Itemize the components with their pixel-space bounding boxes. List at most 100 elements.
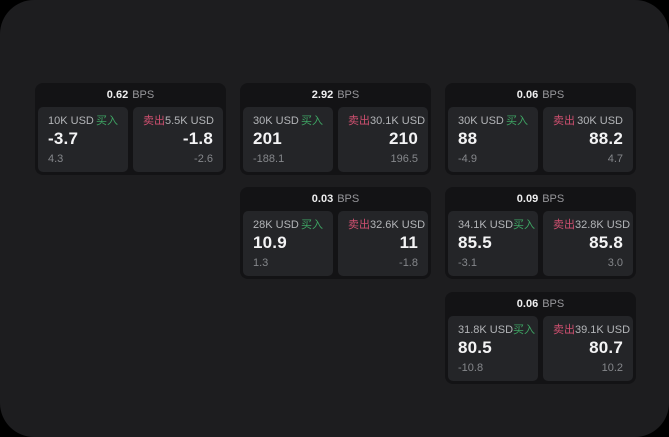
bps-unit-label: BPS (132, 88, 155, 101)
bps-value: 2.92 (311, 88, 334, 101)
bps-unit-label: BPS (337, 88, 360, 101)
sell-pane-top: 卖出 32.6K USD (348, 219, 425, 231)
card-header: 0.06 BPS (448, 83, 633, 107)
sell-size: 30K USD (577, 115, 623, 127)
bps-value: 0.06 (516, 297, 539, 310)
sell-pane-top: 卖出 30K USD (553, 115, 623, 127)
quote-panes: 31.8K USD 买入 80.5 -10.8 卖出 39.1K USD 80.… (448, 316, 633, 381)
buy-pane-top: 31.8K USD 买入 (458, 324, 535, 336)
sell-side-label: 卖出 (348, 115, 370, 127)
spread-card: 0.03 BPS 28K USD 买入 10.9 1.3 卖出 32.6K US… (240, 187, 431, 279)
sell-pane[interactable]: 卖出 39.1K USD 80.7 10.2 (543, 316, 633, 381)
buy-size: 30K USD (253, 115, 299, 127)
buy-pane-top: 28K USD 买入 (253, 219, 323, 231)
buy-pane[interactable]: 30K USD 买入 201 -188.1 (243, 107, 333, 172)
bps-unit-label: BPS (337, 192, 360, 205)
buy-price: 80.5 (458, 338, 492, 358)
sell-pane-top: 卖出 30.1K USD (348, 115, 425, 127)
sell-pane[interactable]: 卖出 30K USD 88.2 4.7 (543, 107, 633, 172)
bps-value: 0.03 (311, 192, 334, 205)
buy-pane[interactable]: 28K USD 买入 10.9 1.3 (243, 211, 333, 276)
sell-change: 4.7 (607, 153, 623, 165)
sell-pane-top: 卖出 5.5K USD (143, 115, 214, 127)
buy-price: 88 (458, 129, 478, 149)
buy-price: 85.5 (458, 233, 492, 253)
quote-panes: 28K USD 买入 10.9 1.3 卖出 32.6K USD 11 -1.8 (243, 211, 428, 276)
sell-change: 196.5 (390, 153, 418, 165)
spread-card: 0.06 BPS 31.8K USD 买入 80.5 -10.8 卖出 39.1… (445, 292, 636, 384)
buy-size: 31.8K USD (458, 324, 514, 336)
spread-card: 0.06 BPS 30K USD 买入 88 -4.9 卖出 30K USD 8… (445, 83, 636, 175)
sell-pane-top: 卖出 32.8K USD (553, 219, 630, 231)
buy-size: 10K USD (48, 115, 94, 127)
buy-pane-top: 30K USD 买入 (253, 115, 323, 127)
card-header: 0.06 BPS (448, 292, 633, 316)
sell-side-label: 卖出 (553, 115, 575, 127)
card-header: 0.03 BPS (243, 187, 428, 211)
buy-side-label: 买入 (513, 324, 536, 336)
sell-price: 11 (399, 233, 418, 253)
buy-change: -4.9 (458, 153, 477, 165)
buy-change: 1.3 (253, 257, 269, 269)
sell-pane[interactable]: 卖出 32.6K USD 11 -1.8 (338, 211, 428, 276)
buy-price: -3.7 (48, 129, 79, 149)
buy-change: 4.3 (48, 153, 64, 165)
sell-price: -1.8 (182, 129, 213, 149)
card-header: 0.09 BPS (448, 187, 633, 211)
buy-pane[interactable]: 30K USD 买入 88 -4.9 (448, 107, 538, 172)
buy-pane-top: 30K USD 买入 (458, 115, 528, 127)
sell-side-label: 卖出 (143, 115, 165, 127)
sell-price: 210 (389, 129, 418, 149)
sell-size: 5.5K USD (165, 115, 214, 127)
buy-side-label: 买入 (301, 219, 323, 231)
sell-price: 80.7 (589, 338, 623, 358)
buy-pane-top: 10K USD 买入 (48, 115, 118, 127)
sell-side-label: 卖出 (553, 219, 575, 231)
buy-pane[interactable]: 34.1K USD 买入 85.5 -3.1 (448, 211, 538, 276)
spread-card: 0.62 BPS 10K USD 买入 -3.7 4.3 卖出 5.5K USD… (35, 83, 226, 175)
sell-change: -1.8 (399, 257, 418, 269)
buy-change: -3.1 (458, 257, 477, 269)
spread-card: 2.92 BPS 30K USD 买入 201 -188.1 卖出 30.1K … (240, 83, 431, 175)
sell-change: -2.6 (194, 153, 213, 165)
sell-price: 88.2 (589, 129, 623, 149)
buy-side-label: 买入 (513, 219, 536, 231)
bps-unit-label: BPS (542, 192, 565, 205)
sell-pane[interactable]: 卖出 32.8K USD 85.8 3.0 (543, 211, 633, 276)
buy-change: -188.1 (253, 153, 285, 165)
buy-pane[interactable]: 31.8K USD 买入 80.5 -10.8 (448, 316, 538, 381)
buy-side-label: 买入 (506, 115, 528, 127)
sell-change: 3.0 (607, 257, 623, 269)
sell-size: 32.6K USD (370, 219, 426, 231)
sell-pane[interactable]: 卖出 30.1K USD 210 196.5 (338, 107, 428, 172)
buy-pane-top: 34.1K USD 买入 (458, 219, 535, 231)
buy-pane[interactable]: 10K USD 买入 -3.7 4.3 (38, 107, 128, 172)
sell-side-label: 卖出 (348, 219, 370, 231)
quote-panes: 30K USD 买入 88 -4.9 卖出 30K USD 88.2 4.7 (448, 107, 633, 172)
spread-card: 0.09 BPS 34.1K USD 买入 85.5 -3.1 卖出 32.8K… (445, 187, 636, 279)
sell-price: 85.8 (589, 233, 623, 253)
bps-value: 0.09 (516, 192, 539, 205)
card-header: 0.62 BPS (38, 83, 223, 107)
buy-price: 201 (253, 129, 282, 149)
sell-size: 30.1K USD (370, 115, 426, 127)
quote-panes: 30K USD 买入 201 -188.1 卖出 30.1K USD 210 1… (243, 107, 428, 172)
buy-side-label: 买入 (301, 115, 323, 127)
buy-side-label: 买入 (96, 115, 118, 127)
sell-side-label: 卖出 (553, 324, 575, 336)
buy-size: 30K USD (458, 115, 504, 127)
bps-unit-label: BPS (542, 297, 565, 310)
sell-size: 32.8K USD (575, 219, 631, 231)
bps-value: 0.62 (106, 88, 129, 101)
bps-value: 0.06 (516, 88, 539, 101)
quote-panes: 10K USD 买入 -3.7 4.3 卖出 5.5K USD -1.8 -2.… (38, 107, 223, 172)
buy-size: 28K USD (253, 219, 299, 231)
sell-size: 39.1K USD (575, 324, 631, 336)
quote-panes: 34.1K USD 买入 85.5 -3.1 卖出 32.8K USD 85.8… (448, 211, 633, 276)
buy-size: 34.1K USD (458, 219, 514, 231)
sell-change: 10.2 (601, 362, 623, 374)
bps-unit-label: BPS (542, 88, 565, 101)
sell-pane[interactable]: 卖出 5.5K USD -1.8 -2.6 (133, 107, 223, 172)
